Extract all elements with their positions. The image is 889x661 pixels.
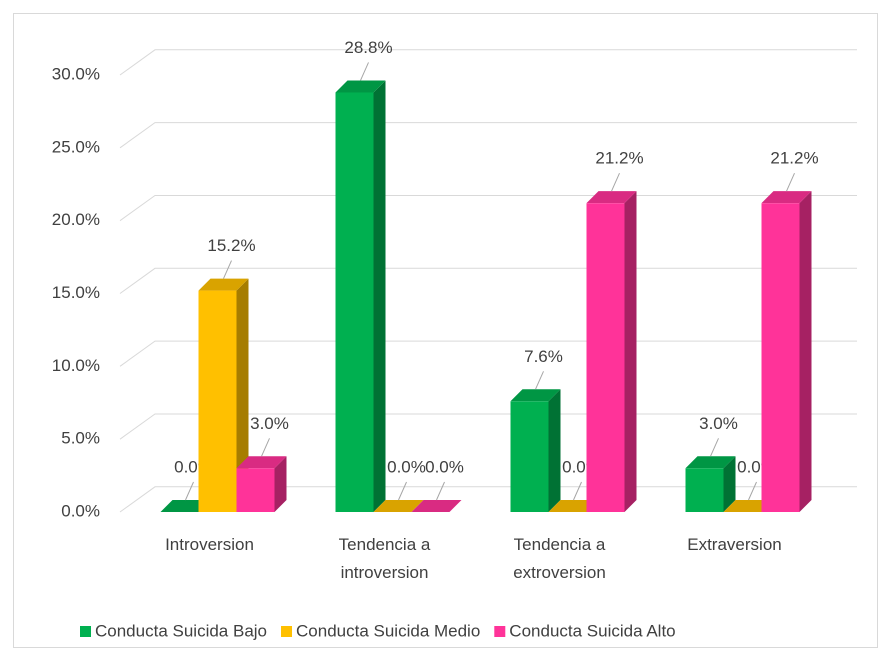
bar-side [799,191,812,513]
x-tick-label: Tendencia a extroversion [513,535,606,582]
bar [198,290,237,512]
legend-swatch [80,626,91,637]
bar-top [160,500,211,512]
bar-top [411,500,462,512]
bar [335,92,374,512]
legend-swatch [281,626,293,637]
leader-line [360,62,369,81]
y-tick-label: 5.0% [61,429,100,448]
value-label: 3.0% [699,414,738,433]
bar-side [373,80,386,512]
bar [510,401,549,512]
leader-line [185,481,194,501]
value-label: 0.0% [425,457,464,476]
x-tick-label: Tendencia a introversion [339,535,431,582]
bar [586,203,625,513]
leader-line [398,481,407,501]
leader-line [748,481,757,501]
bar-side [624,191,637,513]
leader-line [786,172,795,192]
value-label: 0.0% [387,457,426,476]
legend-label: Conducta Suicida Medio [296,621,480,640]
bar-side [548,389,561,512]
bar-side [274,456,287,512]
leader-line [573,481,582,501]
y-tick-label: 30.0% [52,64,100,83]
bar-top [373,500,424,512]
value-label: 28.8% [344,38,392,57]
bar-top [586,191,637,204]
value-label: 3.0% [250,414,289,433]
x-tick-label: Introversion [165,535,254,554]
value-label: 21.2% [770,149,818,168]
legend-label: Conducta Suicida Bajo [95,621,267,640]
bar [685,468,724,512]
bar-side [236,278,249,512]
grid-line [119,49,857,76]
y-tick-label: 25.0% [52,137,100,156]
bar-top [335,80,386,93]
leader-line [535,371,544,390]
chart-frame [13,13,878,648]
legend-swatch [494,626,506,637]
grid-line [119,122,857,149]
y-tick-label: 20.0% [52,210,100,229]
leader-line [710,438,719,457]
bar-top [236,456,287,469]
y-tick-label: 0.0% [61,501,100,520]
value-label: 21.2% [595,149,643,168]
leader-line [611,172,620,192]
bar [236,468,275,512]
leader-line [223,260,232,279]
bar [761,203,800,513]
x-tick-label: Extraversion [687,535,781,554]
bar-top [548,500,599,512]
y-tick-label: 15.0% [52,283,100,302]
bar-top [723,500,774,512]
value-label: 7.6% [524,347,563,366]
bar-top [510,389,561,402]
leader-line [261,438,270,457]
value-label: 15.2% [207,236,255,255]
bar-top [761,191,812,204]
y-tick-label: 10.0% [52,356,100,375]
leader-line [436,481,445,501]
bar-top [685,456,736,469]
bar-top [198,278,249,291]
bar-side [723,456,736,512]
legend-label: Conducta Suicida Alto [509,621,675,640]
